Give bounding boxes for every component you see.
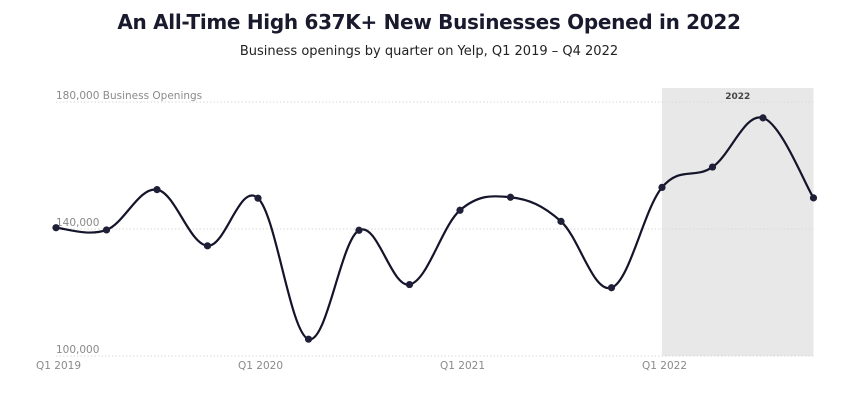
data-point	[405, 280, 414, 289]
x-tick-label: Q1 2022	[642, 360, 687, 372]
data-point	[153, 186, 161, 194]
data-point	[102, 226, 111, 234]
x-tick-label: Q1 2020	[238, 360, 283, 372]
y-tick-label: 140,000	[56, 217, 99, 229]
data-point	[203, 242, 212, 250]
y-tick-label: 180,000 Business Openings	[56, 90, 202, 102]
highlight-label: 2022	[725, 92, 750, 102]
data-point	[456, 206, 464, 214]
data-point	[759, 114, 767, 122]
data-point	[557, 217, 565, 225]
data-point	[607, 284, 616, 292]
chart-title: An All-Time High 637K+ New Businesses Op…	[117, 10, 741, 34]
data-point	[809, 194, 818, 202]
y-tick-label: 100,000	[56, 344, 99, 356]
data-point	[304, 335, 313, 343]
data-point	[506, 193, 515, 201]
data-point	[355, 226, 363, 234]
data-point	[708, 163, 717, 171]
chart-subtitle: Business openings by quarter on Yelp, Q1…	[239, 44, 619, 59]
series-line	[55, 116, 815, 341]
x-tick-label: Q1 2021	[440, 360, 485, 372]
x-tick-label: Q1 2019	[36, 360, 81, 372]
highlight-band	[662, 88, 814, 356]
data-point	[658, 183, 666, 192]
data-point	[254, 194, 262, 202]
data-point	[52, 224, 60, 232]
